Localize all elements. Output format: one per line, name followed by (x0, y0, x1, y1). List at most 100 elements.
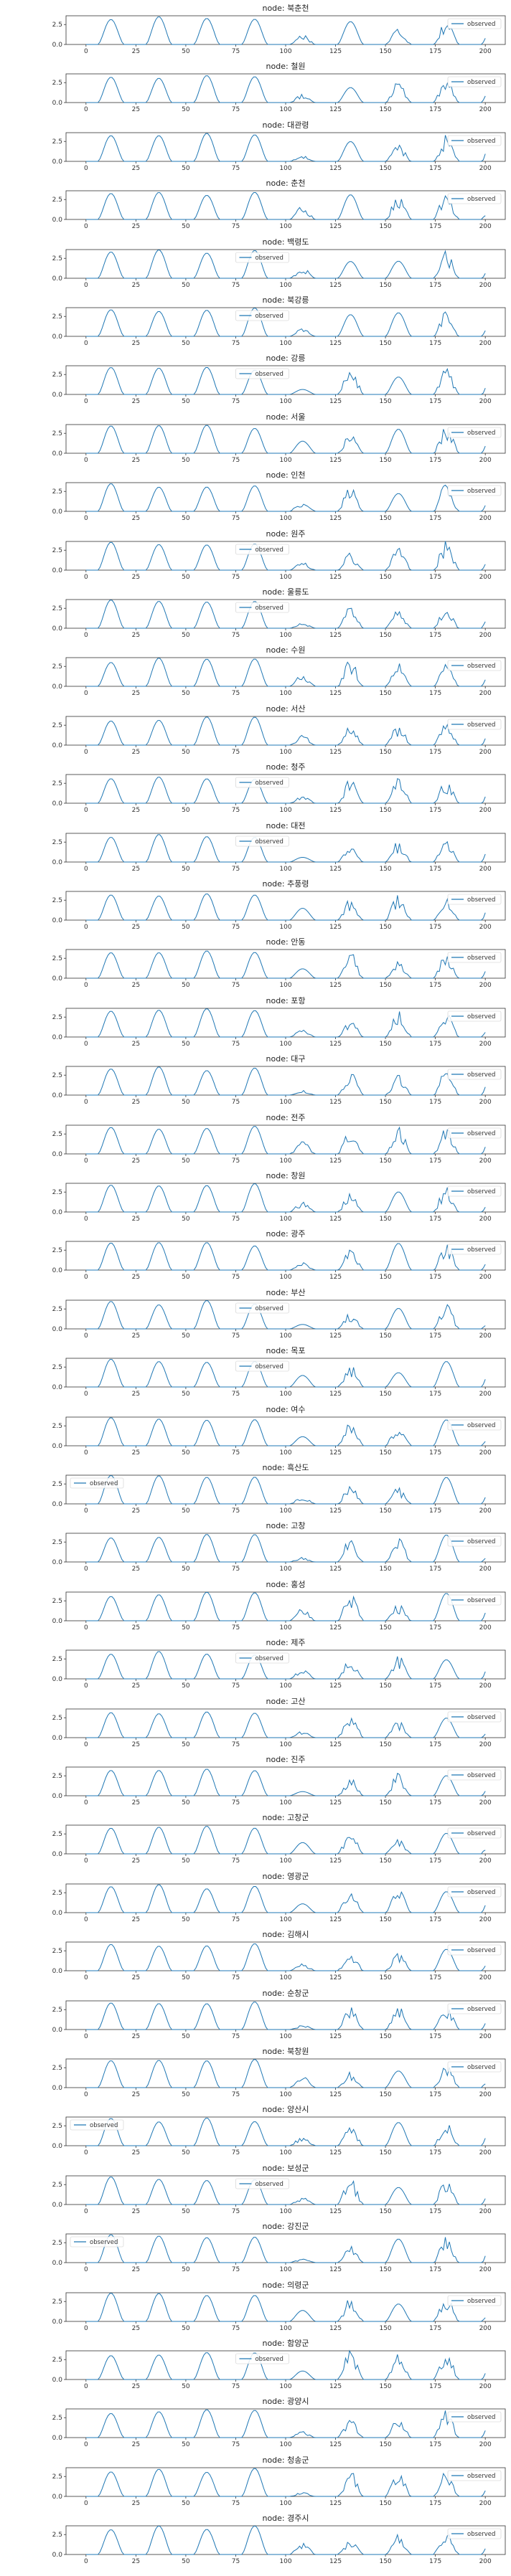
chart-title: node: 제주 (266, 1638, 306, 1647)
x-tick-label: 75 (232, 2033, 240, 2040)
x-tick-label: 25 (132, 1041, 140, 1048)
x-tick-label: 25 (132, 1741, 140, 1748)
legend-label: observed (467, 721, 495, 729)
legend-box (235, 1652, 289, 1664)
legend-box (447, 2061, 502, 2073)
legend-label: observed (467, 488, 495, 495)
chart-panel: node: 청주 0.0 2.5 0 25 50 75 100 125 150 175 200 obse… (52, 762, 506, 814)
y-tick-label: 0.0 (52, 42, 63, 49)
y-tick-label: 2.5 (52, 1072, 62, 1079)
y-tick-label: 2.5 (52, 138, 62, 146)
x-tick-label: 200 (479, 2266, 492, 2273)
x-tick-label: 100 (279, 1566, 291, 1573)
series-line-observed (85, 1183, 486, 1213)
series-line-observed (85, 894, 486, 921)
x-tick-label: 0 (84, 924, 88, 931)
y-tick-label: 0.0 (52, 1384, 63, 1391)
x-tick-label: 25 (132, 1799, 140, 1806)
x-tick-label: 200 (479, 223, 492, 230)
x-tick-label: 200 (479, 1916, 492, 1923)
x-tick-label: 100 (279, 1799, 291, 1806)
legend-label: observed (467, 2006, 495, 2013)
legend-label: observed (467, 1071, 495, 1079)
x-tick-label: 175 (429, 1507, 441, 1515)
legend-box (235, 310, 289, 321)
series-line-observed (85, 1768, 486, 1796)
x-tick-label: 150 (379, 632, 391, 639)
x-tick-label: 200 (479, 807, 492, 814)
x-tick-label: 175 (429, 1682, 441, 1690)
y-tick-label: 2.5 (52, 372, 62, 379)
legend: observed (70, 2120, 124, 2131)
x-tick-label: 100 (279, 2149, 291, 2156)
x-tick-label: 175 (429, 1566, 441, 1573)
x-tick-label: 50 (182, 2325, 190, 2332)
series-line-observed (85, 16, 486, 45)
chart-title: node: 북춘천 (262, 3, 309, 13)
x-tick-label: 50 (182, 749, 190, 756)
x-tick-label: 25 (132, 1157, 140, 1165)
y-tick-label: 0.0 (52, 2552, 63, 2559)
x-tick-label: 125 (329, 2208, 342, 2215)
x-tick-label: 75 (232, 1391, 240, 1398)
chart-title: node: 춘천 (266, 178, 306, 188)
y-tick-label: 0.0 (52, 2435, 63, 2442)
y-tick-label: 0.0 (52, 1676, 63, 1683)
chart-panel: node: 서산 0.0 2.5 0 25 50 75 100 125 150 175 200 obse… (52, 704, 506, 756)
x-tick-label: 150 (379, 2091, 391, 2098)
x-tick-label: 0 (84, 2091, 88, 2098)
series-line-observed (85, 1711, 486, 1738)
x-tick-label: 25 (132, 2091, 140, 2098)
legend-box (447, 427, 502, 438)
x-tick-label: 175 (429, 223, 441, 230)
x-tick-label: 25 (132, 1099, 140, 1106)
x-tick-label: 200 (479, 1974, 492, 1981)
y-tick-label: 2.5 (52, 2532, 62, 2539)
x-tick-label: 75 (232, 2500, 240, 2507)
y-tick-label: 0.0 (52, 1034, 63, 1041)
x-tick-label: 125 (329, 1099, 342, 1106)
x-tick-label: 175 (429, 398, 441, 405)
x-tick-label: 0 (84, 574, 88, 581)
x-tick-label: 75 (232, 807, 240, 814)
x-tick-label: 100 (279, 807, 291, 814)
x-tick-label: 125 (329, 1041, 342, 1048)
x-tick-label: 150 (379, 866, 391, 873)
series-line-observed (85, 2292, 486, 2322)
x-tick-label: 125 (329, 1391, 342, 1398)
legend-box (447, 485, 502, 496)
x-tick-label: 0 (84, 807, 88, 814)
x-tick-label: 125 (329, 2383, 342, 2390)
x-tick-label: 50 (182, 1274, 190, 1281)
series-line-observed (85, 2349, 486, 2380)
x-tick-label: 50 (182, 1157, 190, 1165)
x-tick-label: 125 (329, 1857, 342, 1865)
y-tick-label: 2.5 (52, 1423, 62, 1430)
plot-area (65, 1883, 506, 1913)
x-tick-label: 25 (132, 574, 140, 581)
x-tick-label: 100 (279, 1332, 291, 1340)
y-tick-label: 0.0 (52, 567, 63, 574)
x-tick-label: 125 (329, 457, 342, 464)
x-tick-label: 25 (132, 457, 140, 464)
x-tick-label: 125 (329, 2558, 342, 2565)
legend-box (447, 894, 502, 905)
legend-label: observed (255, 838, 283, 846)
x-tick-label: 100 (279, 1974, 291, 1981)
x-tick-label: 175 (429, 2325, 441, 2332)
series-line-observed (85, 2468, 486, 2497)
x-tick-label: 50 (182, 223, 190, 230)
legend-box (235, 2178, 289, 2189)
x-tick-label: 175 (429, 1624, 441, 1632)
x-tick-label: 0 (84, 632, 88, 639)
x-tick-label: 200 (479, 749, 492, 756)
y-tick-label: 0.0 (52, 625, 63, 633)
y-tick-label: 2.5 (52, 2473, 62, 2481)
legend-label: observed (467, 2298, 495, 2305)
x-tick-label: 75 (232, 632, 240, 639)
x-tick-label: 200 (479, 106, 492, 113)
x-tick-label: 100 (279, 340, 291, 347)
legend-label: observed (90, 2239, 118, 2246)
x-tick-label: 100 (279, 2033, 291, 2040)
legend: observed (235, 1652, 289, 1664)
